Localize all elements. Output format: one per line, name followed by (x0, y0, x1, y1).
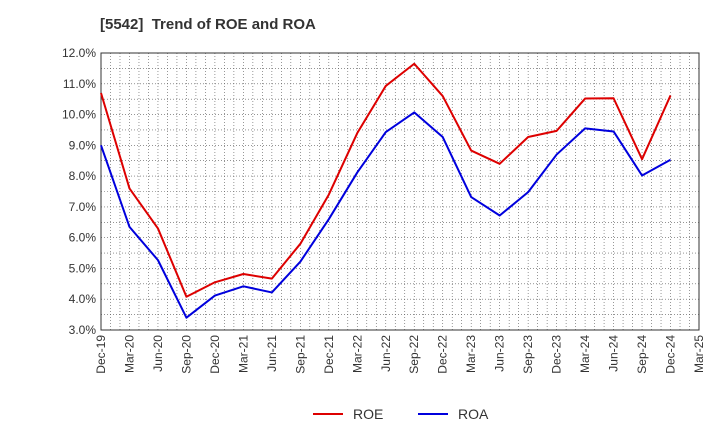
x-tick-label: Sep-24 (635, 335, 649, 374)
x-tick-label: Dec-21 (322, 335, 336, 374)
x-tick-label: Dec-23 (550, 335, 564, 374)
y-tick-label: 11.0% (63, 77, 96, 91)
y-tick-label: 9.0% (69, 138, 97, 152)
y-tick-label: 6.0% (69, 231, 97, 245)
x-tick-label: Mar-21 (236, 335, 250, 373)
y-tick-label: 4.0% (69, 292, 97, 306)
grid-lines (101, 53, 699, 330)
series-lines (100, 62, 672, 319)
x-tick-label: Sep-21 (293, 335, 307, 374)
legend: ROE ROA (313, 406, 489, 422)
x-axis: Dec-19 Mar-20 Jun-20 Sep-20 Dec-20 Mar-21 Jun-… (94, 335, 706, 374)
chart-title: [5542] Trend of ROE and ROA (100, 16, 316, 33)
x-tick-label: Mar-24 (578, 335, 592, 373)
x-tick-label: Jun-23 (493, 335, 507, 372)
y-tick-label: 10.0% (62, 108, 96, 122)
y-axis: 3.0% 4.0% 5.0% 6.0% 7.0% 8.0% 9.0% 10.0% 11.0% 12… (62, 46, 96, 337)
y-tick-label: 7.0% (69, 200, 97, 214)
x-tick-label: Jun-20 (151, 335, 165, 372)
x-tick-label: Sep-20 (179, 335, 193, 374)
y-tick-label: 3.0% (69, 323, 97, 337)
x-tick-label: Dec-19 (94, 335, 108, 374)
series-line-roe (100, 62, 672, 298)
y-tick-label: 5.0% (69, 261, 97, 275)
y-tick-label: 8.0% (69, 169, 97, 183)
x-tick-label: Jun-24 (607, 335, 621, 372)
x-tick-label: Dec-22 (436, 335, 450, 374)
x-tick-label: Mar-22 (350, 335, 364, 373)
x-tick-label: Dec-24 (664, 335, 678, 374)
x-tick-label: Dec-20 (208, 335, 222, 374)
x-tick-label: Mar-20 (122, 335, 136, 373)
x-tick-label: Jun-21 (265, 335, 279, 372)
series-line-roa (100, 111, 672, 319)
x-tick-label: Sep-23 (521, 335, 535, 374)
x-tick-label: Mar-23 (464, 335, 478, 373)
y-tick-label: 12.0% (62, 46, 96, 60)
x-tick-label: Jun-22 (379, 335, 393, 372)
x-tick-label: Sep-22 (407, 335, 421, 374)
plot-area (101, 53, 699, 330)
plot-frame (100, 52, 700, 331)
legend-label-roa: ROA (458, 406, 489, 422)
x-tick-label: Mar-25 (692, 335, 706, 373)
legend-label-roe: ROE (353, 406, 383, 422)
